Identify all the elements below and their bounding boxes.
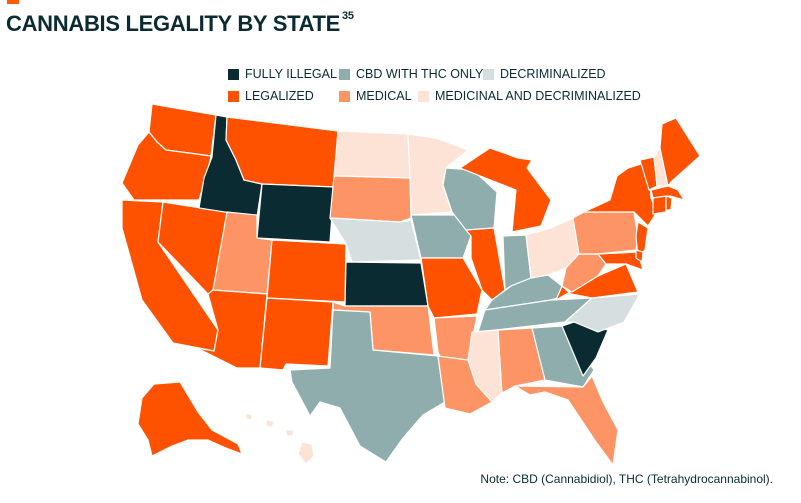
state-mo[interactable] [420,257,483,319]
title-accent-bar [7,0,19,4]
state-hi-main[interactable] [297,441,315,465]
state-sc[interactable] [561,321,609,377]
legend-swatch-legalized [228,90,239,102]
state-co[interactable] [266,239,347,303]
state-hi-kauai[interactable] [245,413,253,421]
state-pa[interactable] [572,211,639,255]
state-ga[interactable] [531,325,595,388]
state-mi[interactable] [459,147,552,233]
legend: FULLY ILLEGAL CBD WITH THC ONLY DECRIMIN… [228,67,648,109]
legend-swatch-medical [339,90,350,102]
legend-swatch-cbd-thc [339,68,350,80]
state-mt[interactable] [225,116,339,188]
legend-swatch-med-decrim [418,90,429,102]
legend-swatch-fully-illegal [228,68,239,80]
legend-label-medical: MEDICAL [356,89,412,103]
legend-label-med-decrim: MEDICINAL AND DECRIMINALIZED [435,89,641,103]
legend-label-decriminalized: DECRIMINALIZED [500,67,606,81]
footnote-reference: 35 [342,9,354,22]
state-tx[interactable] [289,309,446,463]
state-ct[interactable] [652,195,667,215]
state-de[interactable] [635,249,644,263]
state-wy[interactable] [256,183,335,243]
legend-item-medical: MEDICAL [339,89,412,103]
state-ri[interactable] [665,195,673,211]
state-nm[interactable] [259,297,334,371]
state-me[interactable] [659,117,701,187]
title-text: CANNABIS LEGALITY BY STATE [6,11,341,36]
state-nd[interactable] [333,130,411,179]
legend-item-legalized: LEGALIZED [228,89,314,103]
state-al[interactable] [497,327,546,394]
legend-item-decriminalized: DECRIMINALIZED [483,67,606,81]
state-ks[interactable] [344,261,429,307]
legend-item-fully-illegal: FULLY ILLEGAL [228,67,337,81]
footnote: Note: CBD (Cannabidiol), THC (Tetrahydro… [480,472,773,486]
state-hi-maui[interactable] [285,429,295,437]
page-title: CANNABIS LEGALITY BY STATE 35 [6,9,354,37]
legend-label-legalized: LEGALIZED [245,89,314,103]
state-il[interactable] [465,227,506,301]
state-ak[interactable] [137,381,243,457]
state-sd[interactable] [329,175,412,223]
legend-label-cbd-thc: CBD WITH THC ONLY [356,67,484,81]
legend-item-cbd-thc: CBD WITH THC ONLY [339,67,483,81]
state-hi-oahu[interactable] [265,419,275,428]
legend-swatch-decriminalized [483,68,494,80]
state-fl[interactable] [514,375,619,466]
legend-label-fully-illegal: FULLY ILLEGAL [245,67,337,81]
legend-item-med-decrim: MEDICINAL AND DECRIMINALIZED [418,89,641,103]
state-md[interactable] [597,251,644,271]
